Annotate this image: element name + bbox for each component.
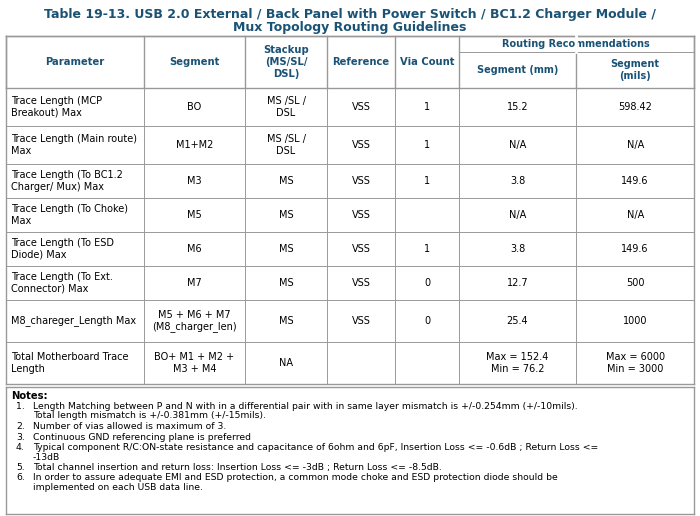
Text: 3.: 3. xyxy=(16,432,25,442)
Text: Max = 6000
Min = 3000: Max = 6000 Min = 3000 xyxy=(606,352,665,374)
Text: In order to assure adequate EMI and ESD protection, a common mode choke and ESD : In order to assure adequate EMI and ESD … xyxy=(33,474,558,482)
Text: 1: 1 xyxy=(424,176,430,186)
Text: MS: MS xyxy=(279,210,293,220)
Text: 1000: 1000 xyxy=(623,316,648,326)
Text: 15.2: 15.2 xyxy=(507,102,528,112)
Text: Trace Length (MCP
Breakout) Max: Trace Length (MCP Breakout) Max xyxy=(11,96,102,118)
Text: Typical component R/C:ON-state resistance and capacitance of 6ohm and 6pF, Inser: Typical component R/C:ON-state resistanc… xyxy=(33,443,598,452)
Text: 0: 0 xyxy=(424,316,430,326)
Text: Length Matching between P and N with in a differential pair with in same layer m: Length Matching between P and N with in … xyxy=(33,402,577,411)
Text: M5 + M6 + M7
(M8_charger_len): M5 + M6 + M7 (M8_charger_len) xyxy=(152,310,237,332)
Text: M1+M2: M1+M2 xyxy=(176,140,214,150)
Text: Trace Length (To Choke)
Max: Trace Length (To Choke) Max xyxy=(11,204,128,226)
Text: 149.6: 149.6 xyxy=(622,244,649,254)
Text: VSS: VSS xyxy=(351,210,370,220)
Text: M8_chareger_Length Max: M8_chareger_Length Max xyxy=(11,316,136,327)
Text: 149.6: 149.6 xyxy=(622,176,649,186)
Text: Stackup
(MS/SL/
DSL): Stackup (MS/SL/ DSL) xyxy=(263,45,309,78)
Text: BO: BO xyxy=(188,102,202,112)
Text: NA: NA xyxy=(279,358,293,368)
Text: VSS: VSS xyxy=(351,102,370,112)
Text: M3: M3 xyxy=(187,176,202,186)
Text: 3.8: 3.8 xyxy=(510,244,525,254)
Text: MS: MS xyxy=(279,176,293,186)
Text: Parameter: Parameter xyxy=(46,57,104,67)
Text: 25.4: 25.4 xyxy=(507,316,528,326)
Text: Routing Recommendations: Routing Recommendations xyxy=(503,39,650,49)
Text: M7: M7 xyxy=(187,278,202,288)
Text: Total channel insertion and return loss: Insertion Loss <= -3dB ; Return Loss <=: Total channel insertion and return loss:… xyxy=(33,463,442,472)
Text: N/A: N/A xyxy=(626,140,644,150)
Text: Max = 152.4
Min = 76.2: Max = 152.4 Min = 76.2 xyxy=(486,352,549,374)
Text: Reference: Reference xyxy=(332,57,390,67)
Text: VSS: VSS xyxy=(351,316,370,326)
Text: Via Count: Via Count xyxy=(400,57,454,67)
Text: N/A: N/A xyxy=(626,210,644,220)
Text: VSS: VSS xyxy=(351,278,370,288)
Text: MS /SL /
DSL: MS /SL / DSL xyxy=(267,96,305,118)
Text: 0: 0 xyxy=(424,278,430,288)
Text: -13dB: -13dB xyxy=(33,453,60,461)
Text: VSS: VSS xyxy=(351,244,370,254)
Text: Total Motherboard Trace
Length: Total Motherboard Trace Length xyxy=(11,352,129,374)
Text: 6.: 6. xyxy=(16,474,25,482)
Text: implemented on each USB data line.: implemented on each USB data line. xyxy=(33,483,203,492)
Text: MS: MS xyxy=(279,244,293,254)
Text: VSS: VSS xyxy=(351,176,370,186)
Text: 12.7: 12.7 xyxy=(507,278,528,288)
Text: 3.8: 3.8 xyxy=(510,176,525,186)
Text: Segment: Segment xyxy=(169,57,220,67)
Text: Trace Length (To Ext.
Connector) Max: Trace Length (To Ext. Connector) Max xyxy=(11,272,113,294)
Text: 500: 500 xyxy=(626,278,645,288)
Text: Table 19-13. USB 2.0 External / Back Panel with Power Switch / BC1.2 Charger Mod: Table 19-13. USB 2.0 External / Back Pan… xyxy=(44,8,656,21)
Text: Trace Length (To BC1.2
Charger/ Mux) Max: Trace Length (To BC1.2 Charger/ Mux) Max xyxy=(11,170,123,192)
Text: Mux Topology Routing Guidelines: Mux Topology Routing Guidelines xyxy=(233,21,467,34)
Text: Trace Length (Main route)
Max: Trace Length (Main route) Max xyxy=(11,134,137,156)
Bar xyxy=(458,36,694,52)
Text: 2.: 2. xyxy=(16,422,25,431)
Text: 1: 1 xyxy=(424,244,430,254)
Text: MS: MS xyxy=(279,278,293,288)
Text: Number of vias allowed is maximum of 3.: Number of vias allowed is maximum of 3. xyxy=(33,422,226,431)
Text: MS /SL /
DSL: MS /SL / DSL xyxy=(267,134,305,156)
Text: 598.42: 598.42 xyxy=(618,102,652,112)
Text: Trace Length (To ESD
Diode) Max: Trace Length (To ESD Diode) Max xyxy=(11,238,114,260)
Text: Continuous GND referencing plane is preferred: Continuous GND referencing plane is pref… xyxy=(33,432,251,442)
Text: N/A: N/A xyxy=(509,140,526,150)
Text: Segment (mm): Segment (mm) xyxy=(477,65,558,75)
Text: Segment
(mils): Segment (mils) xyxy=(610,59,659,81)
Text: 5.: 5. xyxy=(16,463,25,472)
Text: N/A: N/A xyxy=(509,210,526,220)
Text: 1.: 1. xyxy=(16,402,25,411)
Text: 1: 1 xyxy=(424,102,430,112)
Text: MS: MS xyxy=(279,316,293,326)
Text: M6: M6 xyxy=(187,244,202,254)
Text: Total length mismatch is +/-0.381mm (+/-15mils).: Total length mismatch is +/-0.381mm (+/-… xyxy=(33,411,266,421)
Text: 1: 1 xyxy=(424,140,430,150)
Text: VSS: VSS xyxy=(351,140,370,150)
Text: BO+ M1 + M2 +
M3 + M4: BO+ M1 + M2 + M3 + M4 xyxy=(155,352,234,374)
Text: Notes:: Notes: xyxy=(11,391,48,401)
Text: M5: M5 xyxy=(187,210,202,220)
Text: 4.: 4. xyxy=(16,443,25,452)
